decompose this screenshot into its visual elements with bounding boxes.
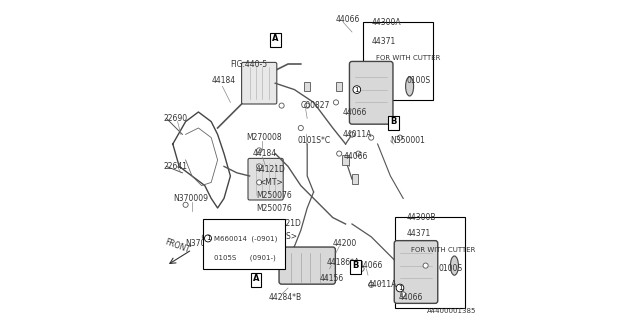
Text: 44371: 44371 bbox=[371, 37, 396, 46]
Text: 44156: 44156 bbox=[320, 274, 344, 283]
FancyBboxPatch shape bbox=[279, 247, 335, 284]
Circle shape bbox=[397, 135, 403, 140]
Text: A4400001385: A4400001385 bbox=[428, 308, 477, 314]
Text: 44066: 44066 bbox=[342, 108, 367, 116]
Text: <MT>: <MT> bbox=[259, 178, 283, 187]
Text: 22641: 22641 bbox=[163, 162, 187, 171]
Bar bbox=[342, 155, 349, 165]
Bar bbox=[336, 82, 342, 91]
Text: FIG.440-5: FIG.440-5 bbox=[230, 60, 268, 68]
FancyBboxPatch shape bbox=[394, 217, 465, 308]
Circle shape bbox=[183, 202, 188, 207]
Text: 1: 1 bbox=[205, 236, 211, 241]
Text: C00827: C00827 bbox=[301, 101, 330, 110]
FancyBboxPatch shape bbox=[349, 260, 361, 274]
Text: 44066: 44066 bbox=[344, 152, 369, 161]
Circle shape bbox=[202, 234, 207, 239]
Text: 44121D: 44121D bbox=[272, 220, 302, 228]
Text: 44121D: 44121D bbox=[256, 165, 286, 174]
FancyBboxPatch shape bbox=[394, 241, 438, 303]
Text: M250076: M250076 bbox=[256, 204, 292, 212]
Ellipse shape bbox=[451, 256, 458, 275]
Circle shape bbox=[305, 103, 310, 108]
Text: 44184: 44184 bbox=[253, 149, 277, 158]
Circle shape bbox=[369, 282, 374, 287]
Ellipse shape bbox=[406, 77, 413, 96]
Circle shape bbox=[257, 180, 262, 185]
Text: 44066: 44066 bbox=[358, 261, 383, 270]
Text: 0101S*C: 0101S*C bbox=[298, 136, 331, 145]
Text: FOR WITH CUTTER: FOR WITH CUTTER bbox=[376, 55, 440, 60]
Text: 0105S      (0901-): 0105S (0901-) bbox=[214, 254, 275, 261]
Circle shape bbox=[356, 151, 361, 156]
Circle shape bbox=[279, 103, 284, 108]
Circle shape bbox=[401, 292, 406, 297]
Text: M250076: M250076 bbox=[256, 191, 292, 200]
FancyBboxPatch shape bbox=[388, 116, 399, 130]
Circle shape bbox=[257, 148, 262, 153]
Text: 0100S: 0100S bbox=[438, 264, 463, 273]
Text: 22690: 22690 bbox=[163, 114, 188, 123]
Text: 44011A: 44011A bbox=[368, 280, 397, 289]
Circle shape bbox=[205, 235, 211, 242]
Text: 0100S: 0100S bbox=[406, 76, 431, 84]
Text: <SS>: <SS> bbox=[275, 232, 297, 241]
Text: N370009: N370009 bbox=[186, 239, 221, 248]
Text: A: A bbox=[272, 34, 278, 43]
Circle shape bbox=[396, 284, 404, 292]
FancyBboxPatch shape bbox=[349, 61, 393, 124]
Text: 44284*B: 44284*B bbox=[269, 293, 302, 302]
Circle shape bbox=[423, 263, 428, 268]
Text: 1: 1 bbox=[355, 87, 359, 92]
Text: 44184: 44184 bbox=[211, 76, 236, 84]
Text: 44200: 44200 bbox=[333, 239, 357, 248]
FancyBboxPatch shape bbox=[242, 62, 277, 104]
Text: 44186*A: 44186*A bbox=[326, 258, 360, 267]
Text: 44371: 44371 bbox=[406, 229, 431, 238]
Text: 44011A: 44011A bbox=[342, 130, 372, 139]
Text: B: B bbox=[352, 261, 358, 270]
FancyBboxPatch shape bbox=[202, 219, 285, 269]
Text: A: A bbox=[253, 274, 259, 283]
Bar bbox=[304, 82, 310, 91]
Text: 44300A: 44300A bbox=[371, 18, 401, 27]
Bar bbox=[352, 174, 358, 184]
FancyBboxPatch shape bbox=[251, 273, 262, 287]
Text: 1: 1 bbox=[397, 285, 403, 291]
Circle shape bbox=[359, 266, 364, 271]
Circle shape bbox=[257, 164, 262, 169]
Circle shape bbox=[349, 132, 355, 137]
Circle shape bbox=[333, 100, 339, 105]
FancyBboxPatch shape bbox=[248, 158, 283, 200]
Circle shape bbox=[337, 151, 342, 156]
Circle shape bbox=[353, 86, 361, 93]
FancyBboxPatch shape bbox=[270, 33, 280, 47]
Text: FRONT: FRONT bbox=[164, 237, 191, 254]
Text: N370009: N370009 bbox=[173, 194, 208, 203]
Text: B: B bbox=[390, 117, 397, 126]
Text: M660014  (-0901): M660014 (-0901) bbox=[214, 235, 277, 242]
Text: 44066: 44066 bbox=[336, 15, 360, 24]
Text: FOR WITH CUTTER: FOR WITH CUTTER bbox=[412, 247, 476, 252]
Text: 44066: 44066 bbox=[398, 293, 423, 302]
Circle shape bbox=[369, 135, 374, 140]
Text: N350001: N350001 bbox=[390, 136, 425, 145]
FancyBboxPatch shape bbox=[362, 22, 433, 100]
Circle shape bbox=[298, 125, 303, 131]
Text: 44300B: 44300B bbox=[406, 213, 436, 222]
Text: M270008: M270008 bbox=[246, 133, 282, 142]
